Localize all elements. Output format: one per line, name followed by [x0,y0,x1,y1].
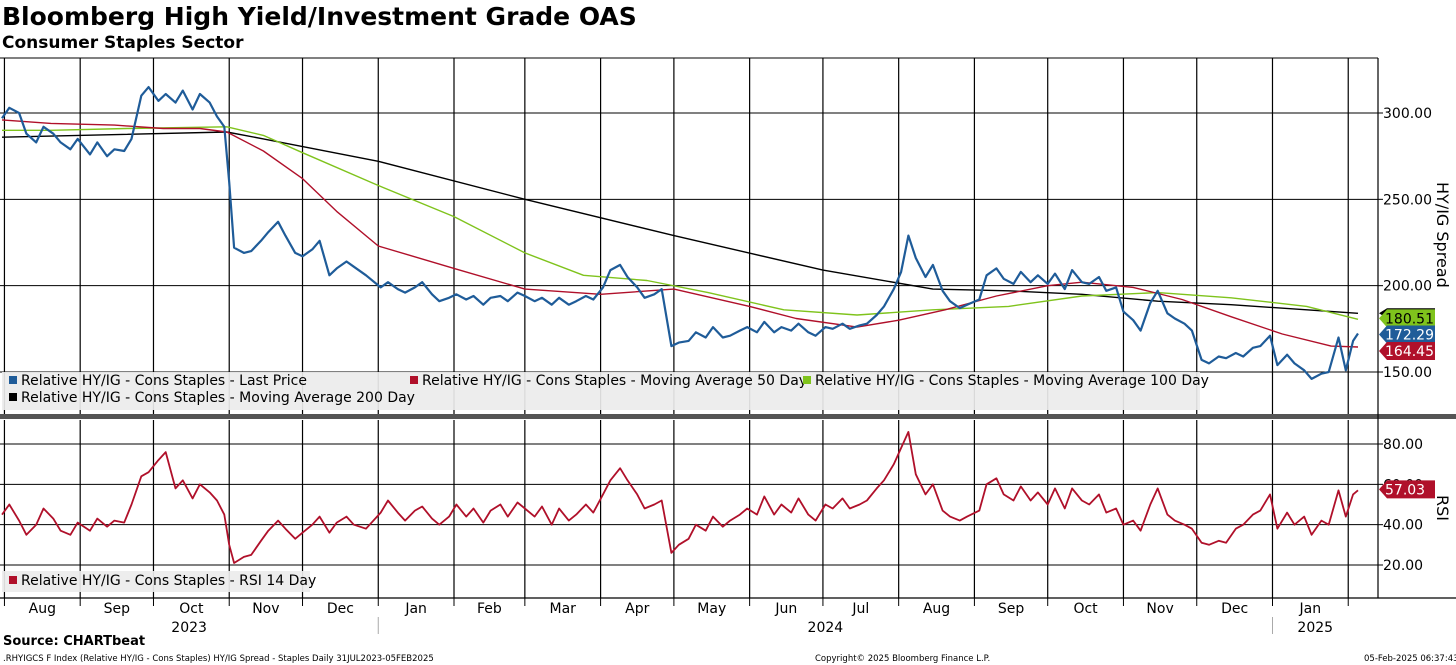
legend-label-ma200: Relative HY/IG - Cons Staples - Moving A… [21,390,415,406]
upper-y-axis-title: HY/IG Spread [1433,182,1452,288]
series-line-ma200 [1,131,1359,314]
xtick-year-label: 2023 [171,620,207,636]
legend-swatch-ma100 [803,376,811,384]
xtick-month-label: Oct [1073,601,1098,617]
xtick-month-label: Aug [923,601,950,617]
upper-ytick-label: 250.00 [1383,192,1432,208]
upper-ytick-label: 300.00 [1383,106,1432,122]
legend-label-ma100: Relative HY/IG - Cons Staples - Moving A… [815,373,1209,389]
xtick-month-label: Sep [998,601,1025,617]
xtick-month-label: Oct [179,601,204,617]
xtick-month-label: Jan [1299,601,1322,617]
xtick-year-label: 2024 [808,620,844,636]
upper-ytick-label: 200.00 [1383,279,1432,295]
xtick-month-label: Feb [477,601,502,617]
footer-copyright: Copyright© 2025 Bloomberg Finance L.P. [815,654,991,664]
last-value-tag-rsi-label: 57.03 [1385,482,1425,498]
source-note: Source: CHARTbeat [3,634,146,649]
legend-item-ma100: Relative HY/IG - Cons Staples - Moving A… [803,373,1209,389]
xtick-year-label: 2025 [1297,620,1333,636]
legend-item-ma200: Relative HY/IG - Cons Staples - Moving A… [9,390,415,406]
lower-panel-grid [0,420,1378,598]
xtick-month-label: Jun [774,601,797,617]
legend-swatch-ma200 [9,393,17,401]
xtick-month-label: Mar [550,601,577,617]
legend-swatch-ma50 [410,376,418,384]
legend-swatch-last-price [9,376,17,384]
footer-ticker: .RHYIGCS F Index (Relative HY/IG - Cons … [3,654,434,664]
lower-panel-series [1,431,1359,564]
xtick-month-label: May [697,601,726,617]
series-line-ma50 [1,119,1359,348]
lower-ytick-label: 40.00 [1383,518,1423,534]
chart-subtitle: Consumer Staples Sector [2,33,244,53]
upper-ytick-label: 150.00 [1383,365,1432,381]
xtick-month-label: Jul [851,601,869,617]
legend-item-ma50: Relative HY/IG - Cons Staples - Moving A… [410,373,807,389]
last-value-tag-last-price-label: 172.29 [1385,328,1434,344]
xtick-month-label: Sep [104,601,131,617]
panel-separator [0,414,1456,419]
legend-swatch-rsi [9,576,17,584]
xtick-month-label: Dec [327,601,354,617]
legend-item-last-price: Relative HY/IG - Cons Staples - Last Pri… [9,373,307,389]
last-value-tag-ma100-label: 180.51 [1385,311,1434,327]
footer-timestamp: 05-Feb-2025 06:37:43 [1364,654,1456,664]
legend-label-ma50: Relative HY/IG - Cons Staples - Moving A… [422,373,808,389]
series-line-last-price [1,86,1359,380]
xtick-month-label: Dec [1221,601,1248,617]
upper-legend-box [2,372,1200,410]
lower-y-axis-title: RSI [1433,495,1452,521]
last-value-tag-rsi-box [1379,480,1435,499]
series-line-ma100 [2,126,1359,320]
last-value-tag-ma50-label: 164.45 [1385,344,1434,360]
legend-label-last-price: Relative HY/IG - Cons Staples - Last Pri… [21,373,307,389]
last-value-tag-ma100-box [1379,309,1435,328]
xtick-month-label: Apr [625,601,649,617]
xtick-month-label: Nov [252,601,279,617]
legend-label-rsi: Relative HY/IG - Cons Staples - RSI 14 D… [21,573,317,589]
upper-panel-series [1,86,1359,380]
last-value-tag-ma50-box [1379,342,1435,361]
upper-panel-grid [0,58,1378,414]
lower-ytick-label: 80.00 [1383,437,1423,453]
lower-ytick-label: 20.00 [1383,558,1423,574]
lower-legend-box [2,571,310,592]
legend-item-rsi: Relative HY/IG - Cons Staples - RSI 14 D… [9,573,316,589]
xtick-month-label: Jan [404,601,427,617]
last-value-tag-last-price-box [1379,325,1435,344]
chart-title: Bloomberg High Yield/Investment Grade OA… [2,2,637,31]
xtick-month-label: Aug [29,601,56,617]
chart-axes: 300.00250.00200.00150.0080.0060.0040.002… [0,57,1456,636]
xtick-month-label: Nov [1146,601,1173,617]
series-line-rsi [1,431,1359,564]
